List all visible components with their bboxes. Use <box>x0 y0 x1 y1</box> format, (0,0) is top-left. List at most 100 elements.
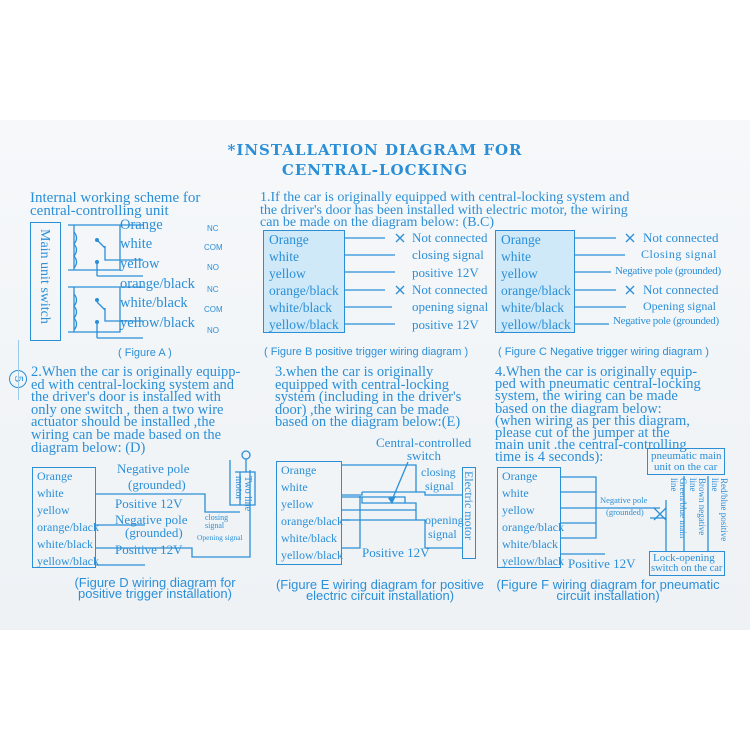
wire-label: white <box>502 486 529 500</box>
negative-pole-label: Negative pole <box>600 495 648 505</box>
wire-label: orange/black <box>37 520 99 534</box>
connection-label: Negative pole (grounded) <box>613 315 719 327</box>
text-line: 1.If the car is originally equipped with… <box>260 190 630 205</box>
wire-label: orange/black <box>501 283 571 298</box>
wire-label: orange/black <box>120 276 195 292</box>
heading-line: central-controlling unit <box>30 202 169 219</box>
wire-label: white/black <box>120 295 188 311</box>
main-unit-switch-box: Main unit switch <box>30 222 61 341</box>
figure-d-caption: (Figure D wiring diagram for positive tr… <box>40 576 270 600</box>
text-line: based on the diagram below:(E) <box>275 414 461 431</box>
pneumatic-main-unit-label: pneumatic main <box>651 450 722 462</box>
wire-label: white/black <box>502 537 558 551</box>
text-line: main unit .the central-controlling <box>495 437 687 454</box>
contact-label: NO <box>207 263 219 272</box>
opening-signal-label: Opening signal <box>197 533 243 542</box>
positive-12v-label: Positive 12V <box>115 542 183 557</box>
wire-label: white <box>37 486 64 500</box>
text-line: the driver's door has been installed wit… <box>260 202 628 218</box>
figure-f-caption: (Figure F wiring diagram for pneumatic c… <box>492 578 724 603</box>
caption-line: electric circuit installation) <box>305 588 455 603</box>
section-2-text: 2.When the car is originally equipp- ed … <box>31 364 241 455</box>
wire-label: yellow <box>281 497 314 511</box>
wire-label: white/black <box>281 531 337 545</box>
text-line: system, the wiring can be made <box>495 388 678 405</box>
text-line: ed with central-locking system and <box>31 376 234 393</box>
grounded-label: (grounded) <box>128 477 186 492</box>
contact-label: COM <box>204 243 223 252</box>
lock-opening-switch-label: Lock-opening <box>653 552 715 564</box>
wire-label: white <box>501 249 531 264</box>
wire-label: white/black <box>37 537 93 551</box>
connection-label: opening signal <box>412 299 489 314</box>
wire-label: yellow <box>502 503 535 517</box>
wire-label: white/black <box>501 300 564 315</box>
text-line: actuator should be installed ,the <box>31 414 216 431</box>
pneumatic-main-unit-box: pneumatic main unit on the car <box>647 448 725 475</box>
wire-label: Orange <box>120 217 163 233</box>
wire-label: yellow/black <box>501 317 571 332</box>
text-line: 2.When the car is originally equipp- <box>31 364 241 380</box>
closing-signal-label: signal <box>425 479 454 493</box>
opening-signal-label: signal <box>428 527 457 541</box>
text-line: (when wiring as per this diagram, <box>495 412 690 429</box>
figure-a-heading: Internal working scheme for central-cont… <box>30 191 200 219</box>
contact-label: NC <box>207 285 219 294</box>
connection-label: Not connected <box>412 282 488 297</box>
central-controlled-switch-label: Central-controlled <box>376 435 472 450</box>
connection-label: Not connected <box>412 230 488 245</box>
text-line: only one switch , then a two wire <box>31 401 224 418</box>
text-line: please cut of the jumper at the <box>495 424 670 441</box>
contact-label: NO <box>207 326 219 335</box>
wire-label: white <box>281 480 308 494</box>
lock-opening-switch-box: Lock-opening switch on the car <box>649 551 725 576</box>
central-controlled-switch-label: switch <box>407 448 441 463</box>
positive-12v-label: Positive 12V <box>568 556 636 571</box>
wire-label: white <box>120 236 153 252</box>
wire-label: yellow <box>120 256 160 272</box>
text-line: ped with pneumatic central-locking <box>495 376 701 393</box>
connection-label: closing signal <box>412 247 484 262</box>
pneumatic-main-unit-label: unit on the car <box>654 461 718 473</box>
contact-label: COM <box>204 305 223 314</box>
wire-label: yellow/black <box>120 315 195 331</box>
text-line: wiring can be made based on the <box>31 426 222 443</box>
caption-line: circuit installation) <box>556 588 660 603</box>
connection-label: positive 12V <box>412 265 479 280</box>
connection-label: Opening signal <box>643 299 716 313</box>
brown-negative-line-label: Brown negative line <box>688 478 707 536</box>
figure-c-unit-box: Orange white yellow orange/black white/b… <box>495 230 575 333</box>
wire-label: Orange <box>502 469 538 483</box>
wire-label: yellow/black <box>502 554 564 568</box>
text-line: the driver's door is installed with <box>31 389 221 406</box>
connection-label: Negative pole (grounded) <box>615 265 721 277</box>
connection-label: Not connected <box>643 282 719 297</box>
connection-label: positive 12V <box>412 317 479 332</box>
figure-e-caption: (Figure E wiring diagram for positive el… <box>270 578 490 603</box>
wire-label: yellow/black <box>269 317 339 332</box>
positive-12v-label: Positive 12V <box>115 496 183 511</box>
main-unit-switch-label: Main unit switch <box>37 229 52 324</box>
text-line: equipped with central-locking <box>275 376 449 393</box>
text-line: 4.When the car is originally equip- <box>495 364 698 380</box>
text-line: based on the diagram below: <box>495 400 662 417</box>
title-line-1: *INSTALLATION DIAGRAM FOR <box>227 141 523 159</box>
negative-pole-label: Negative pole <box>117 461 190 476</box>
wire-label: white/black <box>269 300 332 315</box>
section-1-text: 1.If the car is originally equipped with… <box>260 190 630 230</box>
negative-pole-label: Negative pole <box>115 512 188 527</box>
opening-signal-label: opening <box>425 513 464 527</box>
document-sheet <box>0 120 750 630</box>
text-line: 3.when the car is originally <box>275 364 434 380</box>
wire-label: Orange <box>269 232 309 247</box>
title-line-2: CENTRAL-LOCKING <box>281 161 469 179</box>
lock-opening-switch-label: switch on the car <box>651 563 723 574</box>
grounded-label: (grounded) <box>606 507 644 517</box>
closing-signal-label: closing <box>421 465 456 479</box>
two-line-motor-label: Two line motor <box>233 476 253 512</box>
wire-label: yellow/black <box>281 548 343 562</box>
